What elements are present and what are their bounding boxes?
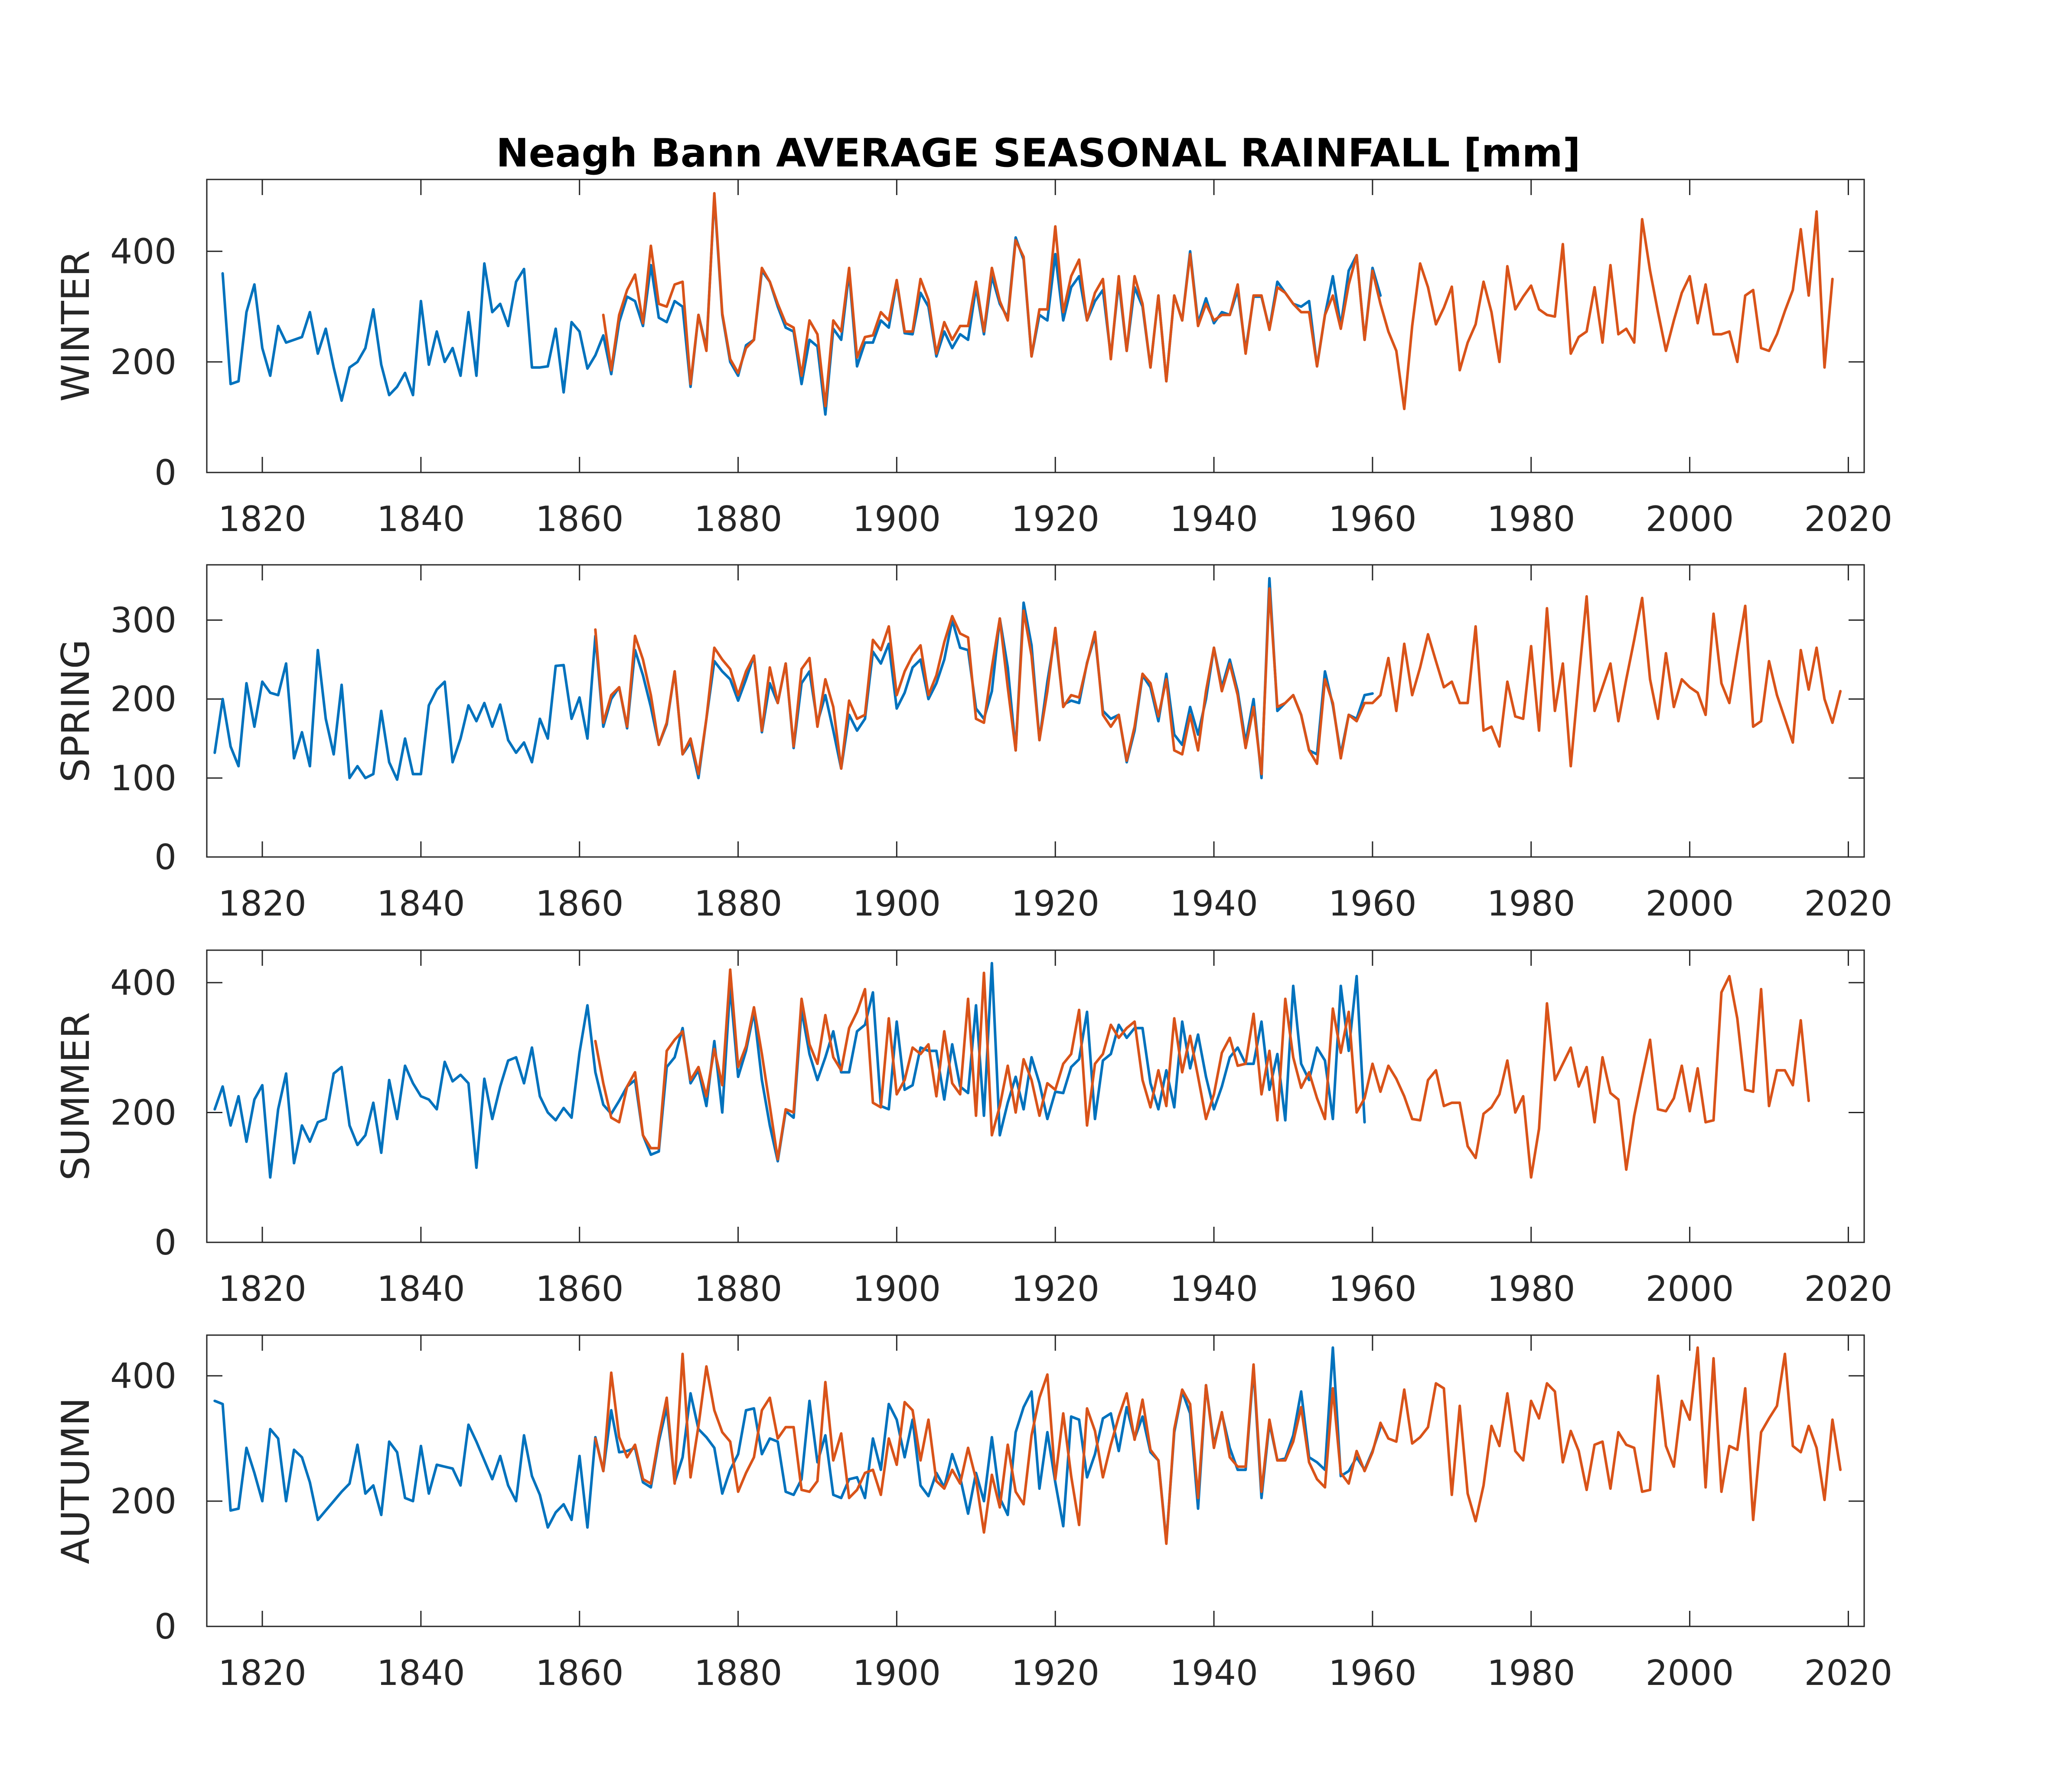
y-tick-label: 100 [110,758,176,798]
y-axis-label-autumn: AUTUMN [53,1398,98,1564]
y-axis-label-summer: SUMMER [53,1012,98,1181]
x-tick-label: 1920 [1011,1653,1099,1693]
x-tick-label: 1880 [694,883,783,924]
y-tick-label: 400 [110,963,176,1003]
y-tick-label: 200 [110,679,176,720]
y-tick-label: 0 [154,1222,176,1263]
series-line-reconstruction-autumn [594,1346,1842,1545]
panel-autumn: 1820 1840 1860 1880 1900 1920 1940 1960 1980 2000… [53,1334,1893,1693]
x-tick-label: 2000 [1646,1269,1734,1309]
chart-title: Neagh Bann AVERAGE SEASONAL RAINFALL [mm… [496,130,1580,176]
y-tick-label: 0 [154,1606,176,1647]
y-tick-label: 0 [154,837,176,877]
x-tick-label: 1860 [535,499,624,539]
x-tick-label: 1820 [218,499,307,539]
y-tick-label: 400 [110,1356,176,1396]
x-tick-label: 1940 [1170,1653,1258,1693]
x-tick-label: 1840 [377,1653,465,1693]
panel-summer: 1820 1840 1860 1880 1900 1920 1940 1960 1980 2000… [53,949,1893,1309]
panel-spring: 1820 1840 1860 1880 1900 1920 1940 1960 1980 2000… [53,564,1893,924]
x-tick-label: 1880 [694,499,783,539]
y-tick-label: 200 [110,1481,176,1522]
y-tick-label: 300 [110,600,176,641]
x-tick-label: 1840 [377,499,465,539]
y-tick-label: 200 [110,342,176,382]
x-tick-label: 2000 [1646,499,1734,539]
y-tick-label: 0 [154,453,176,493]
x-tick-label: 1960 [1328,1269,1417,1309]
x-tick-label: 2020 [1804,883,1893,924]
axis-box-autumn [206,1334,1865,1627]
x-tick-label: 1980 [1487,499,1575,539]
x-tick-label: 1980 [1487,1269,1575,1309]
x-tick-label: 1820 [218,883,307,924]
series-line-reconstruction-spring [594,587,1842,775]
x-tick-label: 1980 [1487,1653,1575,1693]
x-tick-label: 2020 [1804,499,1893,539]
y-tick-label: 400 [110,231,176,272]
y-tick-label: 200 [110,1092,176,1133]
series-line-station-spring [213,577,1374,781]
x-tick-label: 1960 [1328,883,1417,924]
x-tick-label: 1940 [1170,499,1258,539]
x-tick-label: 1820 [218,1653,307,1693]
x-tick-label: 1980 [1487,883,1575,924]
x-tick-label: 1880 [694,1653,783,1693]
y-axis-label-winter: WINTER [53,250,98,401]
x-tick-label: 1860 [535,1653,624,1693]
x-tick-label: 1940 [1170,883,1258,924]
x-tick-label: 1940 [1170,1269,1258,1309]
panel-winter: 1820 1840 1860 1880 1900 1920 1940 1960 1980 2000… [53,179,1892,539]
series-line-reconstruction-summer [594,968,1810,1179]
x-tick-label: 2000 [1646,883,1734,924]
x-tick-label: 1820 [218,1269,307,1309]
x-tick-label: 1920 [1011,1269,1099,1309]
y-axis-label-spring: SPRING [53,639,98,782]
series-line-station-summer [213,962,1366,1179]
x-tick-label: 1920 [1011,499,1099,539]
series-line-reconstruction-winter [602,192,1834,411]
axis-box-winter [206,179,1865,473]
axis-box-spring [206,564,1865,858]
x-tick-label: 1840 [377,883,465,924]
panels: 1820 1840 1860 1880 1900 1920 1940 1960 1980 2000… [53,179,1892,1693]
x-tick-label: 1960 [1328,499,1417,539]
x-tick-label: 1900 [853,499,941,539]
x-tick-label: 1920 [1011,883,1099,924]
x-tick-label: 1900 [853,1269,941,1309]
x-tick-label: 1880 [694,1269,783,1309]
x-tick-label: 1860 [535,1269,624,1309]
x-tick-label: 1900 [853,1653,941,1693]
x-tick-label: 1860 [535,883,624,924]
x-tick-label: 2000 [1646,1653,1734,1693]
x-tick-label: 1960 [1328,1653,1417,1693]
axis-box-summer [206,949,1865,1243]
x-tick-label: 2020 [1804,1269,1893,1309]
x-tick-label: 1840 [377,1269,465,1309]
series-line-station-autumn [213,1346,1382,1543]
x-tick-label: 2020 [1804,1653,1893,1693]
x-tick-label: 1900 [853,883,941,924]
